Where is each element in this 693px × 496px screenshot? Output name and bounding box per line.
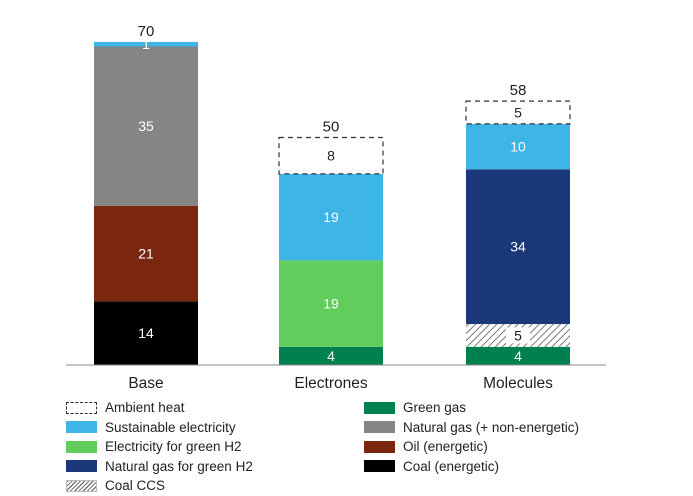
value-label-electrones-ambient-heat: 8: [327, 148, 335, 164]
bar-molecules-ambient-heat: [465, 100, 571, 125]
bar-molecules-sustainable-electricity: [466, 123, 570, 170]
legend-swatch-electricity-for-green-h2: [66, 440, 97, 453]
bar-electrones-electricity-for-green-h2: [279, 260, 383, 347]
label-bg-molecules-coal-ccs: [506, 327, 530, 344]
bar-base-natural-gas-non-energetic: [94, 46, 198, 206]
bar-molecules-green-gas: [466, 346, 570, 365]
total-label-molecules: 58: [510, 82, 527, 99]
legend-item-sustainable-electricity: Sustainable electricity: [66, 418, 364, 438]
legend-item-coal-energetic: Coal (energetic): [364, 457, 664, 477]
category-label-electrones: Electrones: [294, 375, 367, 392]
labels-layer: 14 21 35 170 Base 4 19 19 8 50 Electrones 4 5 34 10 5 58…: [128, 23, 553, 392]
legend-item-ambient-heat: Ambient heat: [66, 398, 364, 418]
value-label-molecules-sustainable-electricity: 10: [510, 139, 526, 155]
legend-label-green-gas: Green gas: [403, 400, 467, 416]
value-label-base-oil-energetic: 21: [138, 246, 154, 262]
legend-label-coal-ccs: Coal CCS: [105, 478, 166, 494]
legend-swatch-green-gas: [364, 401, 395, 414]
bar-base-coal-energetic: [94, 301, 198, 365]
legend-label-oil-energetic: Oil (energetic): [403, 439, 488, 455]
value-label-molecules-coal-ccs: 5: [514, 327, 522, 343]
value-label-electrones-green-gas: 4: [327, 348, 335, 364]
value-label-base-sustainable-electricity: 1: [142, 36, 150, 52]
legend-item-natural-gas-for-green-h2: Natural gas for green H2: [66, 457, 364, 477]
legend-label-sustainable-electricity: Sustainable electricity: [105, 419, 236, 435]
legend-label-natural-gas-non-energetic: Natural gas (+ non-energetic): [403, 419, 579, 435]
legend-item-coal-ccs: Coal CCS: [66, 476, 364, 496]
value-label-electrones-electricity-for-green-h2: 19: [323, 296, 339, 312]
legend-label-coal-energetic: Coal (energetic): [403, 458, 500, 474]
legend-label-natural-gas-for-green-h2: Natural gas for green H2: [105, 458, 253, 474]
value-label-molecules-green-gas: 4: [514, 348, 522, 364]
total-label-electrones: 50: [323, 119, 340, 136]
bar-electrones-ambient-heat: [278, 136, 384, 175]
legend-swatch-ambient-heat: [66, 401, 97, 414]
legend-swatch-natural-gas-non-energetic: [364, 421, 395, 434]
legend-label-ambient-heat: Ambient heat: [105, 400, 185, 416]
bar-electrones-green-gas: [279, 346, 383, 365]
bar-base-sustainable-electricity: [94, 41, 198, 47]
legend-item-natural-gas-non-energetic: Natural gas (+ non-energetic): [364, 418, 664, 438]
chart-legend: Ambient heat Green gas Sustainable electri…: [66, 398, 686, 496]
legend-item-electricity-for-green-h2: Electricity for green H2: [66, 437, 364, 457]
total-label-base: 70: [138, 23, 155, 40]
value-label-molecules-ambient-heat: 5: [514, 104, 522, 120]
legend-label-electricity-for-green-h2: Electricity for green H2: [105, 439, 242, 455]
legend-swatch-natural-gas-for-green-h2: [66, 460, 97, 473]
bar-electrones-sustainable-electricity: [279, 173, 383, 261]
legend-swatch-sustainable-electricity: [66, 421, 97, 434]
value-label-base-coal-energetic: 14: [138, 325, 154, 341]
category-label-molecules: Molecules: [483, 375, 553, 392]
legend-swatch-coal-energetic: [364, 460, 395, 473]
value-label-electrones-sustainable-electricity: 19: [323, 209, 339, 225]
legend-swatch-coal-ccs: [66, 479, 97, 492]
legend-swatch-oil-energetic: [364, 440, 395, 453]
value-label-molecules-natural-gas-for-green-h2: 34: [510, 239, 526, 255]
bar-base-oil-energetic: [94, 205, 198, 302]
bars-layer: [94, 41, 571, 365]
category-label-base: Base: [128, 375, 163, 392]
legend-item-green-gas: Green gas: [364, 398, 664, 418]
bar-molecules-natural-gas-for-green-h2: [466, 169, 570, 325]
legend-item-oil-energetic: Oil (energetic): [364, 437, 664, 457]
value-label-base-natural-gas-non-energetic: 35: [138, 118, 154, 134]
